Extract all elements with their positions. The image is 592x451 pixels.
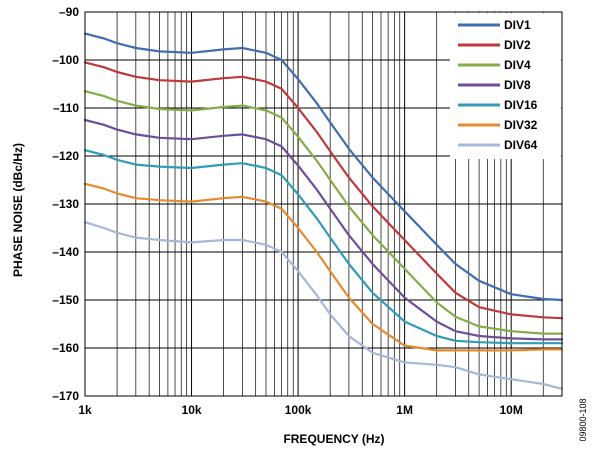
x-tick-label: 100k — [285, 403, 312, 417]
y-tick-label: –100 — [52, 53, 79, 67]
x-tick-label: 10k — [182, 403, 202, 417]
series-line-div32 — [83, 182, 564, 352]
legend-label-div1: DIV1 — [504, 18, 531, 32]
y-tick-label: –130 — [52, 197, 79, 211]
series-line-div1 — [83, 32, 564, 302]
legend-label-div8: DIV8 — [504, 78, 531, 92]
y-tick-label: –110 — [53, 101, 79, 115]
x-tick-label: 1M — [396, 403, 413, 417]
series-lines — [83, 32, 564, 390]
x-tick-label: 1k — [78, 403, 92, 417]
x-tick-label: 10M — [499, 403, 522, 417]
series-line-div64 — [83, 221, 564, 390]
figure-id: 09800-108 — [578, 398, 588, 441]
series-line-div8 — [83, 118, 564, 341]
plot-frame — [84, 11, 563, 397]
legend-label-div2: DIV2 — [504, 38, 531, 52]
y-tick-label: –90 — [59, 5, 79, 19]
legend-label-div64: DIV64 — [504, 138, 538, 152]
legend-label-div16: DIV16 — [504, 98, 538, 112]
y-tick-label: –120 — [52, 149, 79, 163]
legend: DIV1 DIV2 DIV4 DIV8 DIV16 DIV32 DIV64 — [450, 13, 561, 159]
y-axis-title: PHASE NOISE (dBc/Hz) — [11, 143, 25, 277]
series-line-div4 — [83, 90, 564, 335]
y-tick-labels: –90 –100 –110 –120 –130 –140 –150 –160 –170 — [52, 5, 79, 403]
x-tick-labels: 1k 10k 100k 1M 10M — [78, 403, 523, 417]
legend-label-div4: DIV4 — [504, 58, 531, 72]
y-tick-label: –160 — [52, 341, 79, 355]
legend-label-div32: DIV32 — [504, 118, 538, 132]
y-tick-label: –140 — [52, 245, 79, 259]
x-axis-title: FREQUENCY (Hz) — [283, 432, 384, 446]
y-tick-label: –170 — [52, 389, 79, 403]
y-tick-label: –150 — [52, 293, 79, 307]
series-line-div16 — [83, 149, 564, 345]
series-line-div2 — [83, 61, 564, 320]
